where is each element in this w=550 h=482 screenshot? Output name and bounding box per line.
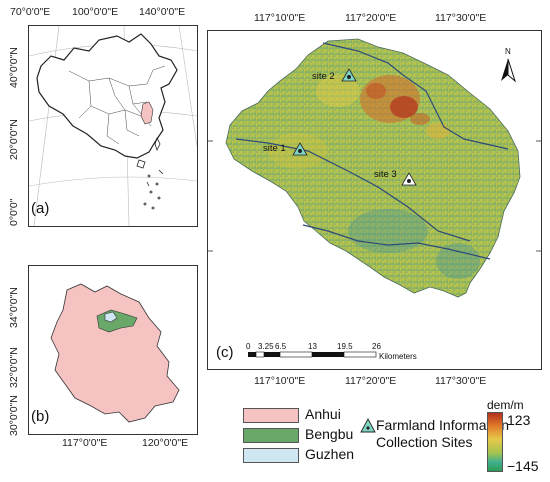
scale-tick-0: 0 (246, 342, 251, 351)
site-2-label: site 2 (312, 71, 335, 82)
panel-b-map-frame: (b) (28, 265, 198, 435)
panel-a-top-tick-2: 100°0'0"E (72, 6, 119, 18)
panel-c-bottom-tick-1: 117°10'0"E (254, 375, 306, 387)
panel-a-label: (a) (31, 200, 50, 217)
panel-c-top-tick-3: 117°30'0"E (435, 12, 487, 24)
colorbar-title: dem/m (487, 398, 524, 412)
site-1-marker (292, 142, 308, 156)
legend-farmland-line1: Farmland Information (376, 417, 510, 433)
panel-c-bottom-tick-3: 117°30'0"E (435, 375, 487, 387)
china-outline (36, 33, 178, 159)
panel-b-left-tick-2: 32°0'0"N (8, 347, 20, 388)
scale-tick-1: 3.25 (258, 342, 274, 351)
panel-b-bottom-tick-1: 117°0'0"E (62, 437, 108, 449)
panel-b-left-tick-1: 34°0'0"N (8, 287, 20, 328)
colorbar (487, 412, 503, 472)
site-3-label: site 3 (374, 169, 397, 180)
scale-bar (248, 351, 377, 358)
anhui-highlight (140, 101, 154, 125)
legend-anhui-label: Anhui (305, 406, 341, 422)
site-3-marker (401, 172, 417, 186)
panel-a-map-frame: (a) (28, 25, 198, 227)
panel-c-bottom-tick-2: 117°20'0"E (345, 375, 397, 387)
scale-tick-5: 26 (372, 342, 381, 351)
legend-guzhen-swatch (243, 448, 299, 463)
river-line-north (322, 42, 509, 150)
legend-guzhen-label: Guzhen (305, 446, 355, 462)
legend-bengbu-label: Bengbu (305, 426, 354, 442)
farmland-site-icon (360, 418, 376, 433)
bengbu-dem-area (225, 38, 521, 298)
panel-c-top-tick-2: 117°20'0"E (345, 12, 397, 24)
panel-a-left-tick-1: 40°0'0"N (8, 47, 20, 88)
panel-c-map-frame: site 2 site 1 site 3 N 0 3.25 6.5 13 19.… (207, 30, 542, 370)
scale-tick-2: 6.5 (275, 342, 287, 351)
colorbar-max: 123 (507, 412, 531, 428)
panel-a-left-tick-2: 20°0'0"N (8, 119, 20, 160)
legend-bengbu-swatch (243, 428, 299, 443)
north-arrow-icon (501, 58, 517, 83)
legend-farmland-line2: Collection Sites (376, 434, 473, 450)
scale-tick-3: 13 (308, 342, 317, 351)
panel-a-left-tick-3: 0°0'0" (8, 198, 20, 226)
panel-a-top-tick-1: 70°0'0"E (10, 6, 51, 18)
panel-b-left-tick-3: 30°0'0"N (8, 395, 20, 436)
site-2-marker (341, 68, 357, 82)
panel-b-label: (b) (31, 408, 50, 425)
north-label: N (505, 47, 511, 56)
anhui-province-map (50, 283, 180, 423)
china-map (29, 26, 197, 226)
bengbu-dem-map (208, 38, 541, 358)
guzhen-shape (104, 311, 118, 323)
legend-anhui-swatch (243, 408, 299, 423)
panel-b-bottom-tick-2: 120°0'0"E (142, 437, 189, 449)
colorbar-min: −145 (507, 458, 539, 474)
river-line-south (302, 224, 491, 260)
panel-a-top-tick-3: 140°0'0"E (139, 6, 186, 18)
scale-tick-4: 19.5 (337, 342, 353, 351)
river-line-middle (235, 138, 471, 242)
site-1-label: site 1 (263, 143, 286, 154)
anhui-shape (50, 283, 180, 423)
panel-c-label: (c) (216, 344, 234, 361)
scale-unit: Kilometers (379, 352, 417, 361)
panel-c-top-tick-1: 117°10'0"E (254, 12, 306, 24)
